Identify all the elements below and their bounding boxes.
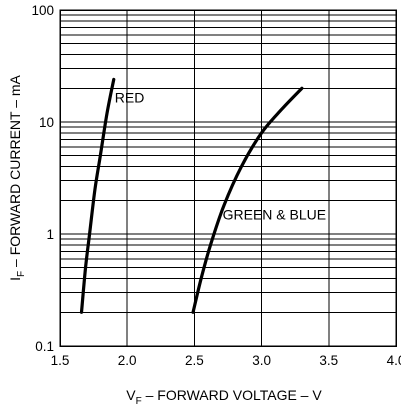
x-tick-labels: 1.5 2.0 2.5 3.0 3.5 4.0 xyxy=(51,353,401,368)
x-tick-label: 2.0 xyxy=(118,353,137,368)
y-axis-title-prefix: I xyxy=(7,277,23,281)
y-axis-title: IF – FORWARD CURRENT – mA xyxy=(7,74,27,280)
y-axis-title-suffix: – FORWARD CURRENT – mA xyxy=(7,74,23,270)
y-tick-label: 1 xyxy=(46,227,54,242)
y-axis-title-subscript: F xyxy=(16,271,27,277)
x-tick-label: 3.5 xyxy=(319,353,338,368)
series-label-green-blue: GREEN & BLUE xyxy=(223,206,326,222)
grid xyxy=(60,10,396,346)
series-curve-red xyxy=(79,77,116,314)
curve-labels: RED GREEN & BLUE xyxy=(115,89,326,222)
x-tick-label: 2.5 xyxy=(185,353,204,368)
x-tick-label: 1.5 xyxy=(51,353,70,368)
x-tick-label: 3.0 xyxy=(252,353,271,368)
data-curves xyxy=(79,77,304,314)
series-curve-green-blue xyxy=(191,86,304,314)
x-tick-label: 4.0 xyxy=(387,353,401,368)
x-axis-title: VF – FORWARD VOLTAGE – V xyxy=(126,387,322,407)
plot-frame xyxy=(59,9,397,347)
series-label-red: RED xyxy=(115,89,145,105)
y-tick-label: 10 xyxy=(39,115,54,130)
y-tick-label: 100 xyxy=(31,3,54,18)
x-axis-title-subscript: F xyxy=(136,396,142,407)
x-axis-title-prefix: V xyxy=(126,387,136,403)
y-tick-labels: 0.1 1 10 100 xyxy=(31,3,54,354)
y-tick-label: 0.1 xyxy=(35,339,54,354)
x-axis-title-suffix: – FORWARD VOLTAGE – V xyxy=(142,387,323,403)
